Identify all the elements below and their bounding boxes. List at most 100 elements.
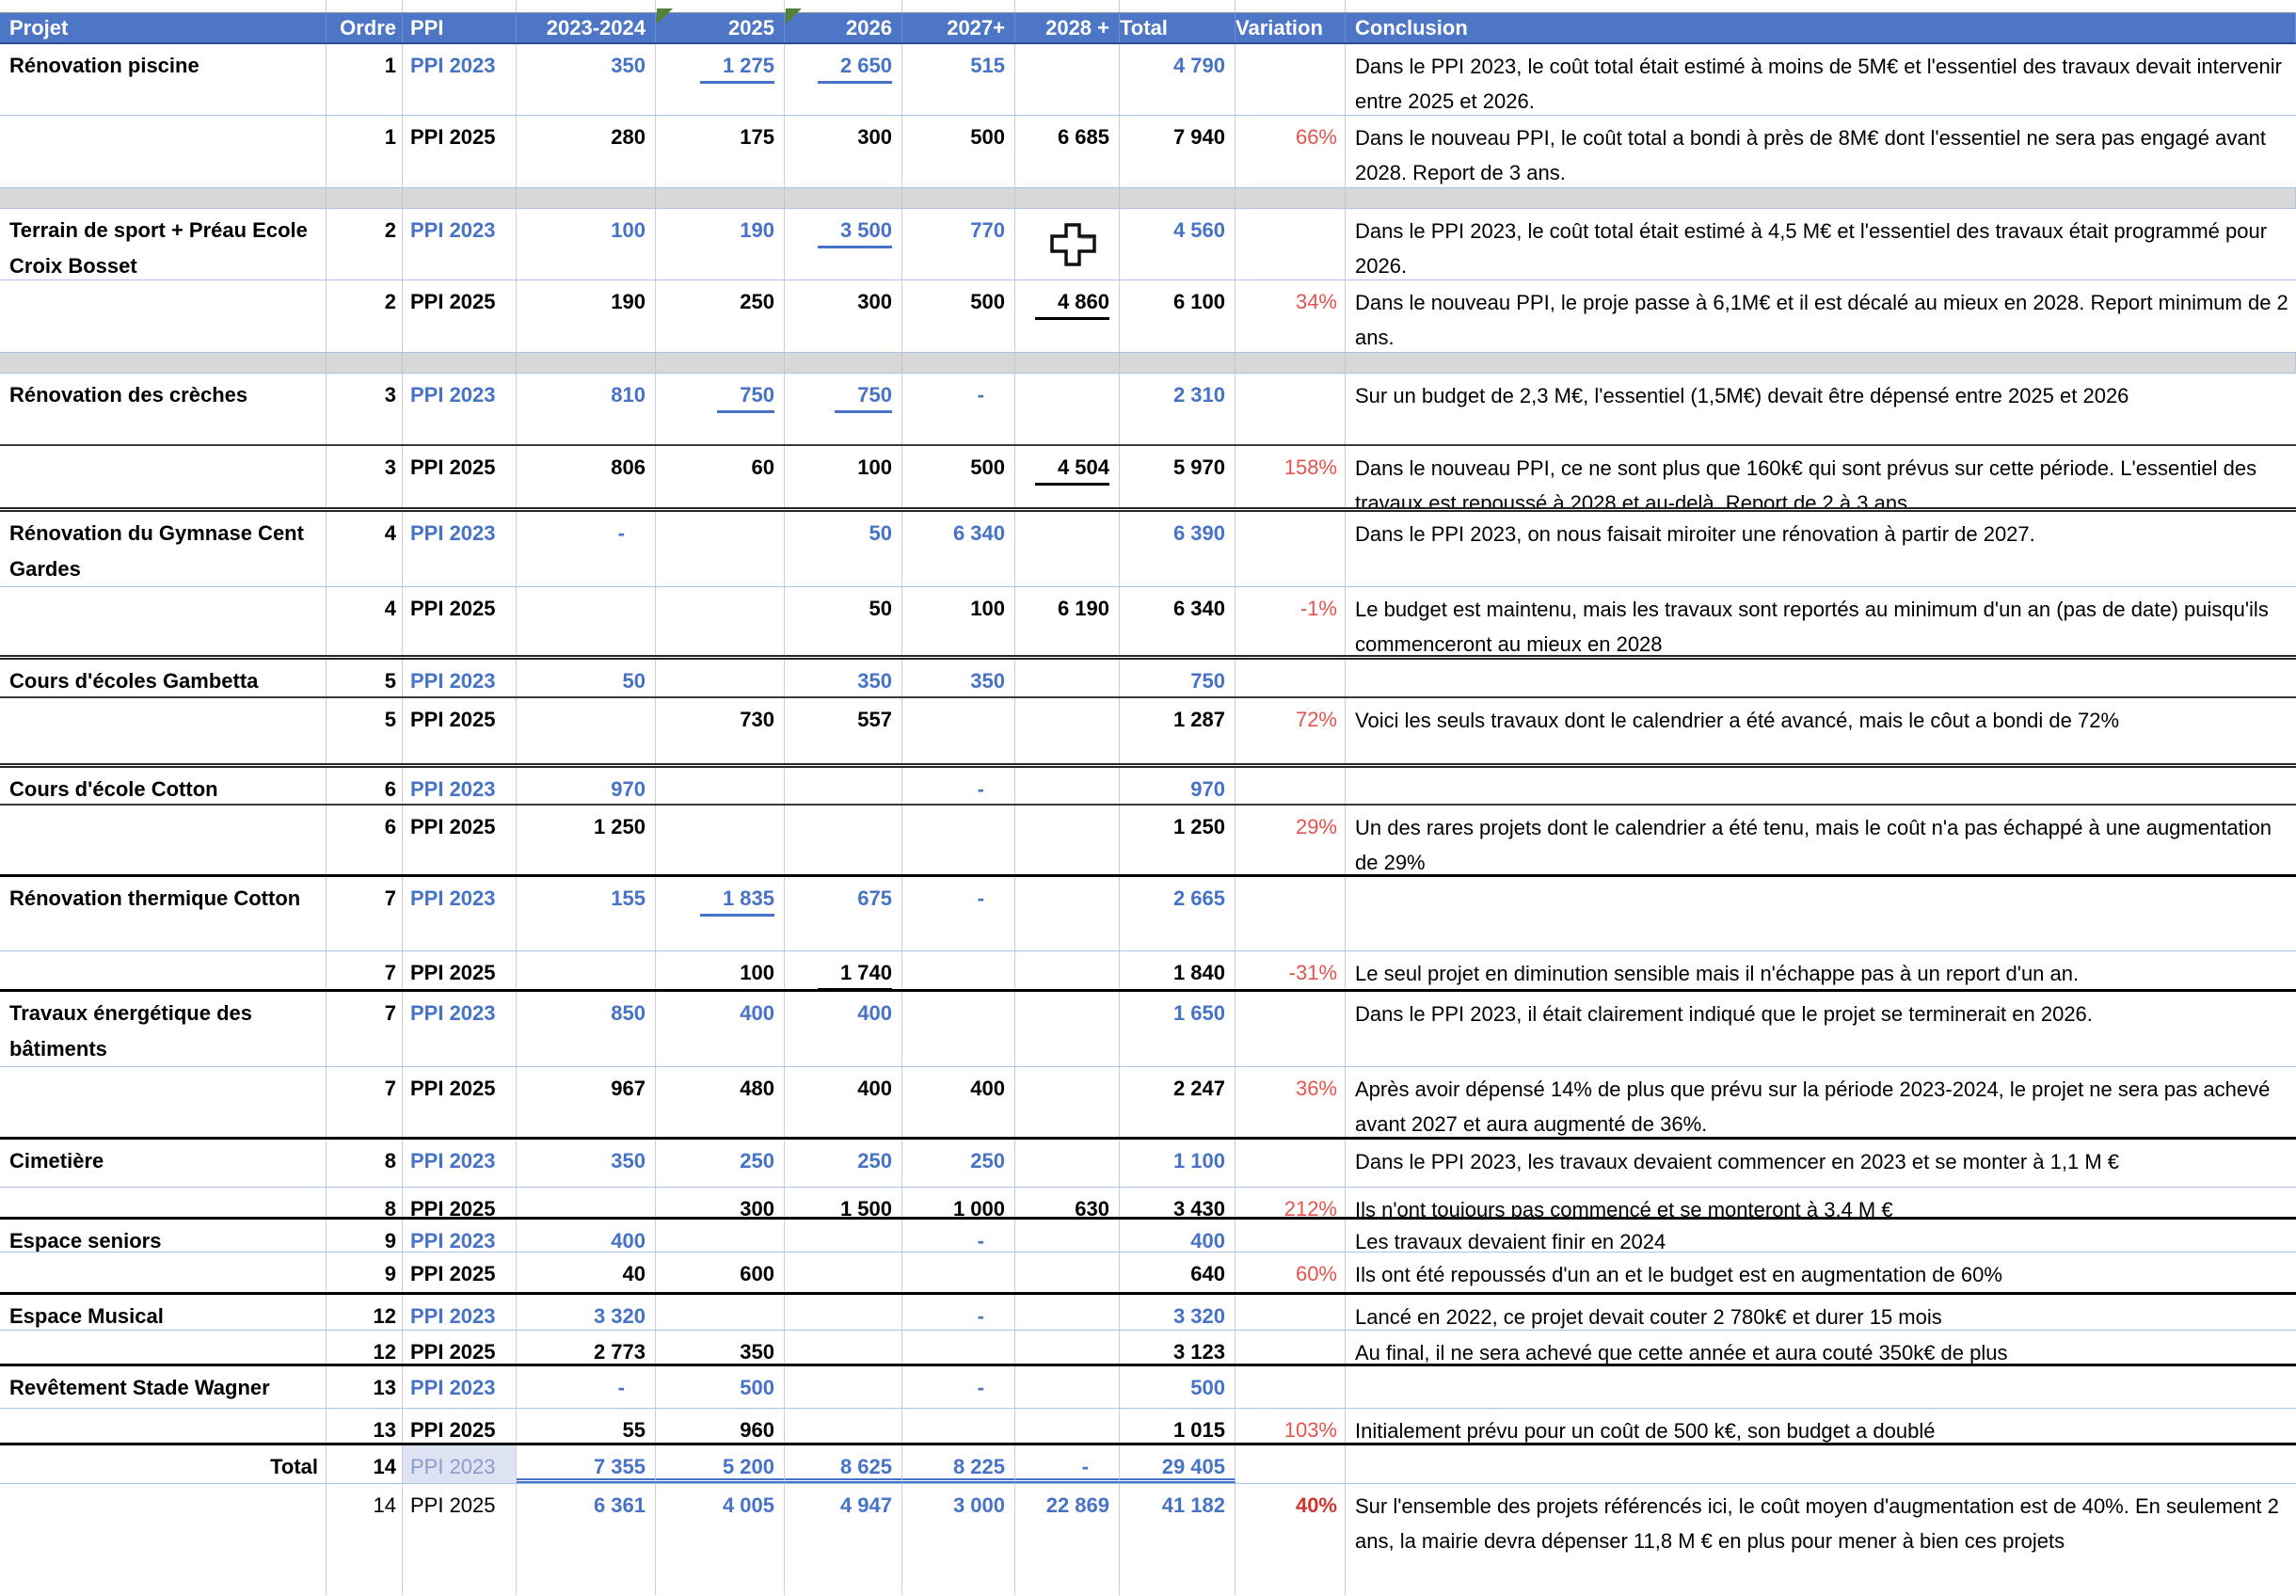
cell-2028plus[interactable]	[1015, 1295, 1120, 1330]
cell-2027plus[interactable]: 350	[902, 660, 1015, 696]
cell-variation[interactable]: 72%	[1236, 698, 1346, 763]
cell-2026[interactable]	[785, 1253, 902, 1292]
cell-2027plus[interactable]	[902, 1331, 1015, 1364]
cell-variation[interactable]: -31%	[1236, 951, 1346, 989]
cell-2026[interactable]: 300	[785, 116, 902, 187]
cell-2025[interactable]: 750	[656, 374, 785, 444]
cell-project[interactable]: Revêtement Stade Wagner	[0, 1366, 327, 1408]
cell-ppi[interactable]: PPI 2023	[403, 512, 517, 586]
cell-2023-2024[interactable]: 970	[517, 768, 656, 804]
cell-total[interactable]: 1 650	[1120, 992, 1236, 1066]
cell-2023-2024[interactable]: 400	[517, 1220, 656, 1252]
cell-2028plus[interactable]	[1015, 660, 1120, 696]
cell-variation[interactable]	[1236, 1220, 1346, 1252]
cell-ppi[interactable]: PPI 2025	[403, 1067, 517, 1137]
cell-variation[interactable]: 40%	[1236, 1484, 1346, 1595]
cell-total[interactable]: 3 430	[1120, 1188, 1236, 1217]
cell-ordre[interactable]: 3	[327, 374, 403, 444]
cell-2027plus[interactable]: 250	[902, 1140, 1015, 1187]
cell-2027plus[interactable]	[902, 951, 1015, 989]
cell-2027plus[interactable]	[902, 992, 1015, 1066]
cell-variation[interactable]	[1236, 512, 1346, 586]
cell-2028plus[interactable]	[1015, 209, 1120, 279]
cell-2028plus[interactable]	[1015, 1140, 1120, 1187]
cell-ordre[interactable]: 7	[327, 877, 403, 950]
cell-project[interactable]	[0, 1188, 327, 1217]
cell-2027plus[interactable]: -	[902, 1220, 1015, 1252]
cell-project[interactable]	[0, 806, 327, 874]
cell-2027plus[interactable]: 8 225	[902, 1445, 1015, 1483]
cell-ordre[interactable]: 13	[327, 1409, 403, 1443]
cell-ppi[interactable]: PPI 2025	[403, 1331, 517, 1364]
cell-project[interactable]	[0, 587, 327, 655]
cell-conclusion[interactable]: Voici les seuls travaux dont le calendri…	[1355, 709, 2120, 732]
cell-2025[interactable]: 300	[656, 1188, 785, 1217]
separator-cell[interactable]	[327, 188, 403, 208]
cell-2028plus[interactable]	[1015, 877, 1120, 950]
cell-total[interactable]: 1 840	[1120, 951, 1236, 989]
cell-2028plus[interactable]	[1015, 374, 1120, 444]
cell-2023-2024[interactable]: -	[517, 1366, 656, 1408]
cell-project[interactable]: Total	[0, 1445, 327, 1483]
cell-conclusion[interactable]: Le budget est maintenu, mais les travaux…	[1355, 598, 2269, 655]
cell-2025[interactable]	[656, 1295, 785, 1330]
cell-ordre[interactable]: 1	[327, 116, 403, 187]
cell-2023-2024[interactable]: 55	[517, 1409, 656, 1443]
cell-conclusion[interactable]	[1346, 1366, 2296, 1408]
cell-conclusion[interactable]: Dans le PPI 2023, il était clairement in…	[1355, 1002, 2093, 1026]
cell-2023-2024[interactable]: -	[517, 512, 656, 586]
cell-ordre[interactable]: 4	[327, 512, 403, 586]
cell-total[interactable]: 1 015	[1120, 1409, 1236, 1443]
cell-variation[interactable]	[1236, 44, 1346, 115]
cell-2027plus[interactable]: 770	[902, 209, 1015, 279]
cell-2028plus[interactable]	[1015, 768, 1120, 804]
separator-cell[interactable]	[1236, 188, 1346, 208]
cell-total[interactable]: 2 247	[1120, 1067, 1236, 1137]
cell-conclusion[interactable]: Dans le PPI 2023, on nous faisait miroit…	[1355, 522, 2035, 546]
cell-2023-2024[interactable]: 6 361	[517, 1484, 656, 1595]
cell-2028plus[interactable]: 6 190	[1015, 587, 1120, 655]
cell-project[interactable]: Cours d'école Cotton	[0, 768, 327, 804]
cell-ppi[interactable]: PPI 2023	[403, 992, 517, 1066]
cell-ppi[interactable]: PPI 2023	[403, 768, 517, 804]
cell-2026[interactable]	[785, 768, 902, 804]
separator-cell[interactable]	[1015, 353, 1120, 373]
cell-2023-2024[interactable]: 850	[517, 992, 656, 1066]
cell-variation[interactable]: 66%	[1236, 116, 1346, 187]
cell-2026[interactable]: 50	[785, 587, 902, 655]
separator-cell[interactable]	[1346, 353, 2296, 373]
cell-2027plus[interactable]: 1 000	[902, 1188, 1015, 1217]
separator-cell[interactable]	[403, 353, 517, 373]
cell-variation[interactable]: 103%	[1236, 1409, 1346, 1443]
cell-ppi[interactable]: PPI 2025	[403, 1484, 517, 1595]
cell-ppi[interactable]: PPI 2025	[403, 1188, 517, 1217]
cell-ordre[interactable]: 12	[327, 1331, 403, 1364]
cell-2025[interactable]: 190	[656, 209, 785, 279]
header-variation[interactable]: Variation	[1236, 13, 1346, 42]
cell-project[interactable]: Terrain de sport + Préau Ecole Croix Bos…	[0, 209, 327, 279]
separator-cell[interactable]	[785, 188, 902, 208]
cell-ordre[interactable]: 9	[327, 1220, 403, 1252]
cell-conclusion[interactable]	[1346, 1445, 2296, 1483]
cell-ordre[interactable]: 1	[327, 44, 403, 115]
cell-ordre[interactable]: 5	[327, 660, 403, 696]
header-2023-2024[interactable]: 2023-2024	[517, 13, 656, 42]
cell-conclusion[interactable]	[1346, 768, 2296, 804]
cell-2026[interactable]: 400	[785, 992, 902, 1066]
cell-2026[interactable]: 8 625	[785, 1445, 902, 1483]
cell-project[interactable]	[0, 280, 327, 352]
cell-ppi[interactable]: PPI 2023	[403, 44, 517, 115]
cell-variation[interactable]: -1%	[1236, 587, 1346, 655]
cell-total[interactable]: 750	[1120, 660, 1236, 696]
cell-2025[interactable]	[656, 768, 785, 804]
cell-2028plus[interactable]: 4 860	[1015, 280, 1120, 352]
cell-total[interactable]: 2 665	[1120, 877, 1236, 950]
cell-ordre[interactable]: 8	[327, 1140, 403, 1187]
cell-2023-2024[interactable]: 50	[517, 660, 656, 696]
cell-2026[interactable]: 3 500	[785, 209, 902, 279]
cell-2025[interactable]: 1 275	[656, 44, 785, 115]
cell-2026[interactable]: 557	[785, 698, 902, 763]
cell-ppi[interactable]: PPI 2023	[403, 660, 517, 696]
separator-cell[interactable]	[403, 188, 517, 208]
cell-2023-2024[interactable]: 350	[517, 1140, 656, 1187]
